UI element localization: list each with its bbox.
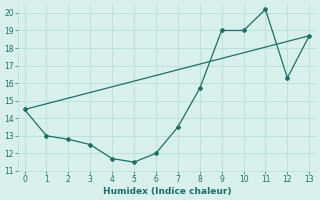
- X-axis label: Humidex (Indice chaleur): Humidex (Indice chaleur): [103, 187, 231, 196]
